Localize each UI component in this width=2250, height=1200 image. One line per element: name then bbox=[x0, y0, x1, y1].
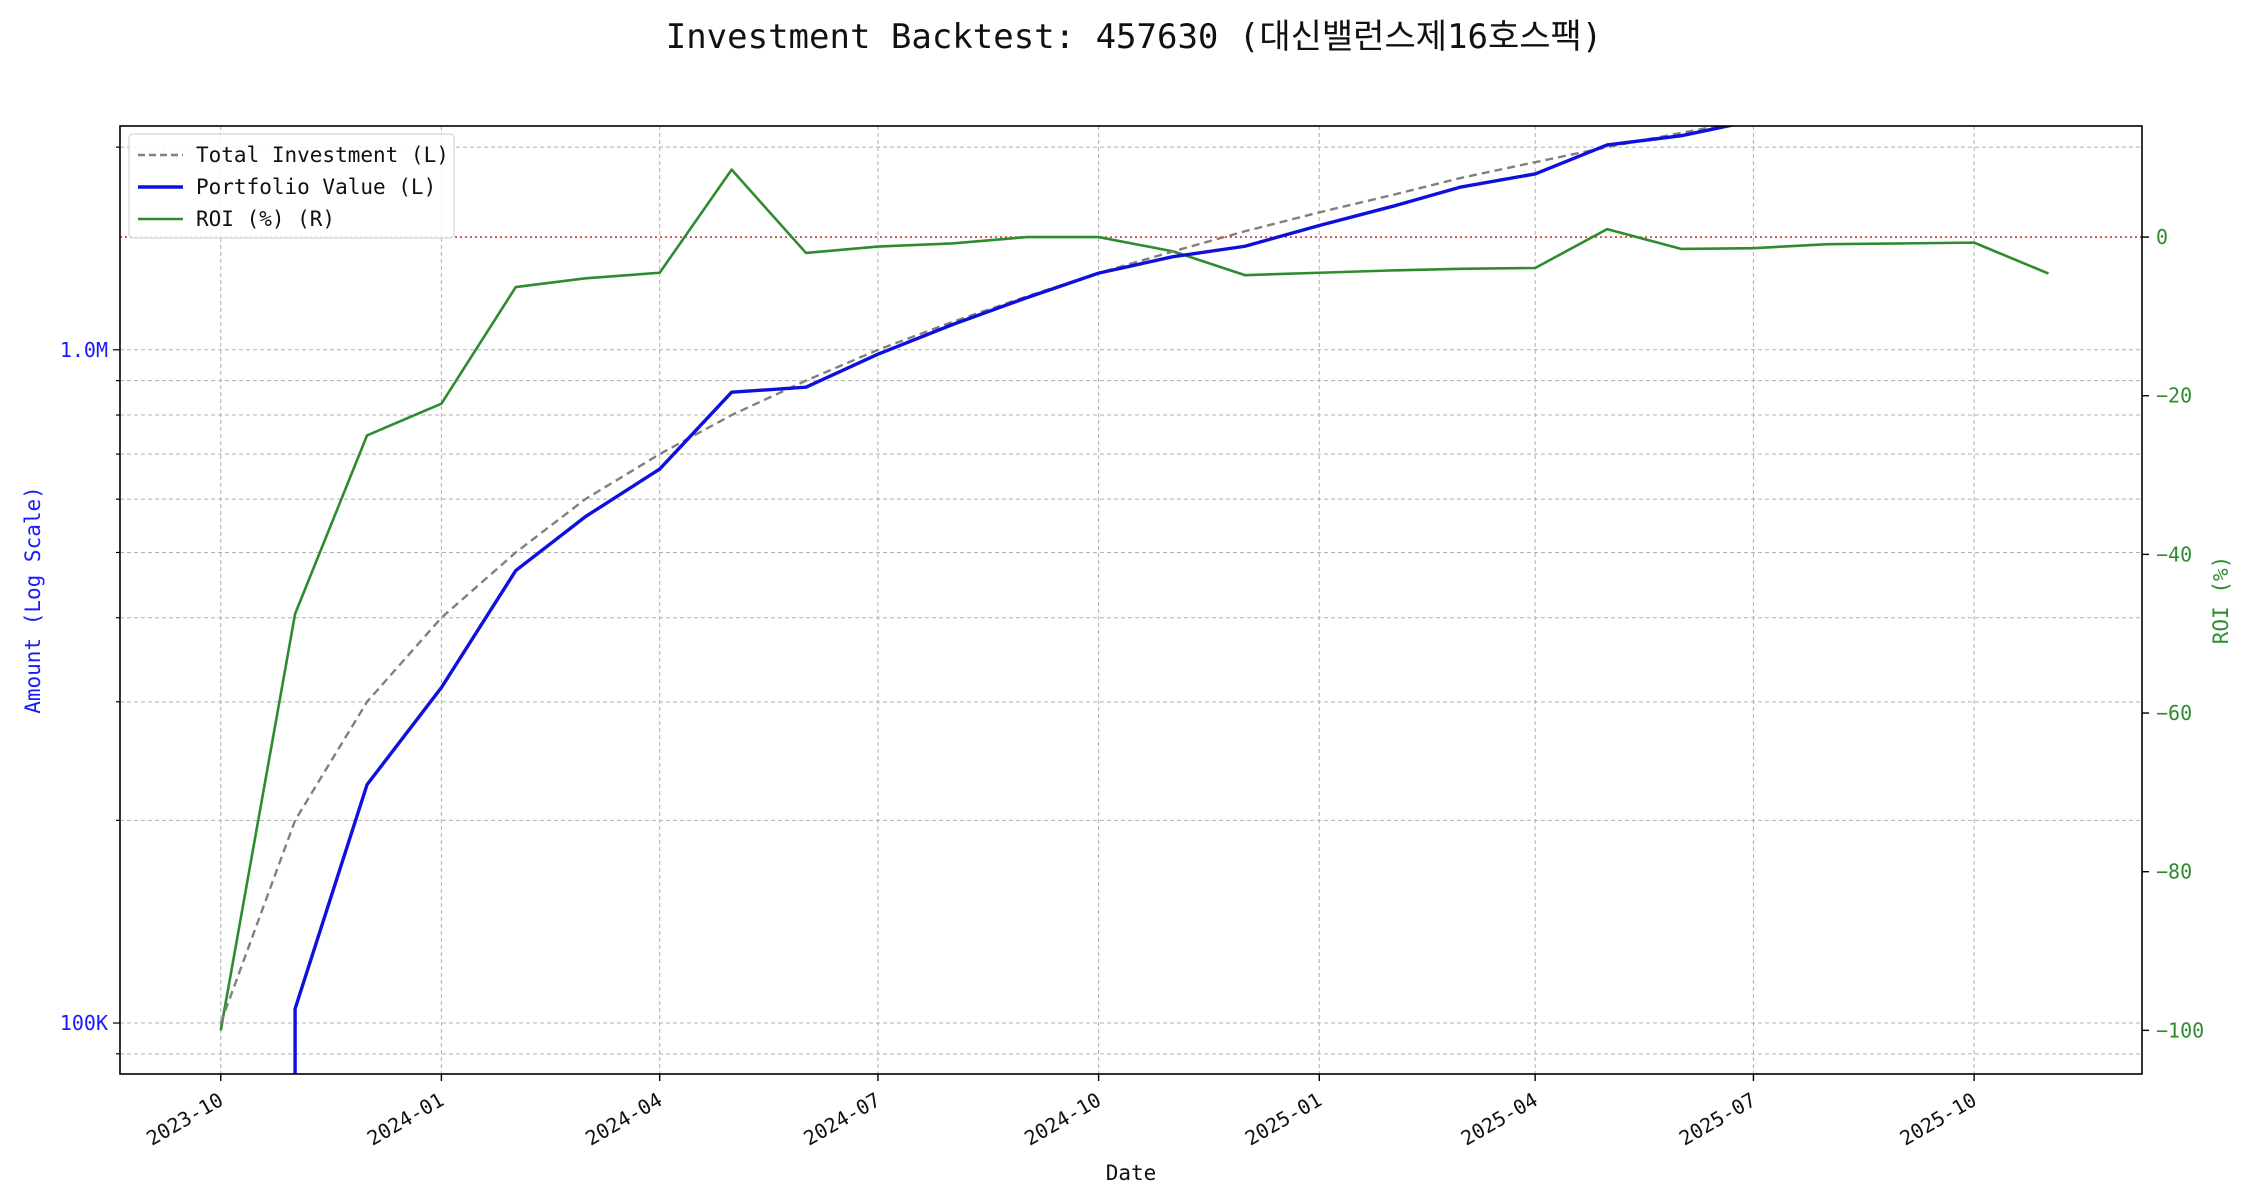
right-tick-label: −100 bbox=[2156, 1018, 2204, 1042]
chart-title: Investment Backtest: 457630 (대신밸런스제16호스팩… bbox=[666, 17, 1603, 57]
legend-box bbox=[128, 133, 455, 239]
x-axis-label: Date bbox=[1106, 1161, 1157, 1185]
right-tick-label: −80 bbox=[2156, 860, 2192, 884]
left-tick-label: 1.0M bbox=[60, 338, 108, 362]
grid-layer bbox=[120, 126, 2142, 1074]
legend-label: Total Investment (L) bbox=[196, 143, 449, 167]
right-tick-label: −20 bbox=[2156, 384, 2192, 408]
plot-frame bbox=[119, 125, 2143, 1075]
series-line-total-investment-l bbox=[219, 126, 1725, 1024]
legend: Total Investment (L) Portfolio Value (L) R… bbox=[128, 133, 455, 239]
left-tick-label: 100K bbox=[60, 1011, 108, 1035]
series-line-roi-r bbox=[219, 168, 2049, 1031]
right-tick-label: −60 bbox=[2156, 701, 2192, 725]
series-line-portfolio-value-l bbox=[293, 126, 1736, 1074]
left-axis-label: Amount (Log Scale) bbox=[21, 486, 45, 714]
legend-label: Portfolio Value (L) bbox=[196, 175, 436, 199]
right-tick-label: −40 bbox=[2156, 542, 2192, 566]
right-tick-label: 0 bbox=[2156, 225, 2168, 249]
legend-label: ROI (%) (R) bbox=[196, 207, 335, 231]
series-layer bbox=[219, 126, 2049, 1074]
right-axis-label: ROI (%) bbox=[2209, 556, 2233, 645]
